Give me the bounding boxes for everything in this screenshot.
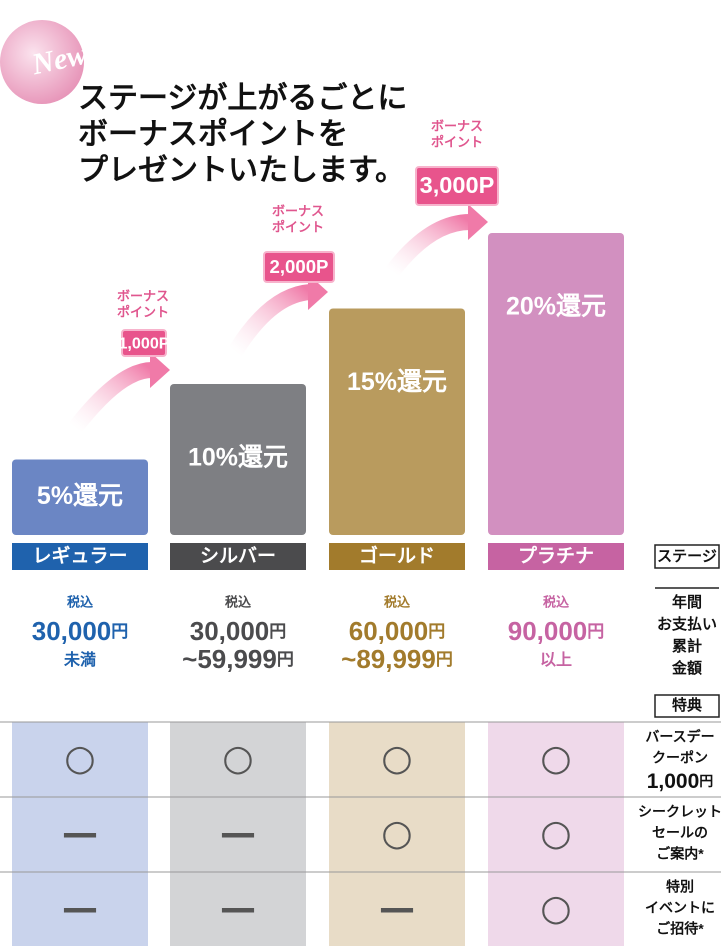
price-amount: 30,000 — [190, 616, 270, 646]
row-label: お支払い — [657, 615, 717, 633]
label-box — [654, 694, 720, 718]
tax-label: 税込 — [225, 594, 252, 609]
table-column — [12, 722, 148, 946]
price-range-amount: ~89,999 — [341, 644, 436, 674]
price-range-amount: ~59,999 — [182, 644, 277, 674]
price-amount: 60,000 — [349, 616, 429, 646]
stage-pill — [12, 543, 148, 570]
price-unit: 円 — [269, 622, 286, 641]
price-note: 未満 — [63, 650, 96, 669]
benefit-cell: ○ — [64, 738, 95, 779]
bar — [170, 384, 306, 535]
benefit-cell: ○ — [381, 738, 412, 779]
benefit-cell: — — [220, 888, 256, 929]
bonus-label: ポイント — [431, 134, 483, 149]
bar-label: 10%還元 — [188, 443, 288, 472]
table-column — [170, 722, 306, 946]
benefit-cell: — — [220, 813, 256, 854]
bonus-points: 2,000P — [270, 256, 329, 277]
title-line: ステージが上がるごとに — [78, 81, 407, 115]
benefit-label: セールの — [652, 825, 708, 841]
benefit-label: バースデー — [645, 729, 714, 745]
benefit-cell: — — [62, 888, 98, 929]
price-unit: 円 — [587, 622, 604, 641]
benefit-cell: ○ — [540, 813, 571, 854]
price-amount: 30,000 — [32, 616, 112, 646]
bonus-box — [263, 251, 335, 283]
tax-label: 税込 — [384, 594, 411, 609]
benefit-amount-value: 1,000 — [647, 770, 700, 793]
bonus-label: ボーナス — [431, 118, 483, 133]
row-label: 金額 — [671, 659, 702, 677]
benefit-label: シークレット — [638, 804, 721, 820]
price-note: 以上 — [540, 651, 572, 669]
title-line: プレゼントいたします。 — [78, 154, 405, 187]
price: 60,000円 — [349, 616, 446, 646]
tax-label: 税込 — [67, 594, 94, 609]
price: 30,000円 — [32, 616, 129, 646]
benefit-cell: ○ — [540, 888, 571, 929]
bonus-points: 1,000P — [118, 334, 169, 352]
label-box — [654, 544, 720, 569]
benefit-label: クーポン — [652, 750, 708, 766]
stage-name: レギュラー — [32, 545, 127, 567]
bonus-label: ボーナス — [117, 288, 169, 303]
row-label: 累計 — [672, 637, 702, 655]
bar-label: 5%還元 — [37, 481, 123, 510]
bar — [329, 308, 465, 535]
benefit-cell: ○ — [540, 738, 571, 779]
bonus-label: ポイント — [272, 219, 324, 234]
price: 30,000円 — [190, 616, 287, 646]
arrow-head — [150, 352, 170, 388]
benefit-label: 特別 — [666, 879, 694, 895]
row-label: 特典 — [672, 696, 702, 714]
tax-label: 税込 — [543, 594, 570, 609]
arrow — [228, 284, 312, 357]
stage-name: ゴールド — [359, 544, 435, 567]
bonus-label: ポイント — [117, 304, 169, 319]
row-label: 年間 — [672, 593, 702, 611]
benefit-label: イベントに — [645, 900, 715, 916]
bar — [488, 233, 624, 535]
stage-pill — [488, 543, 624, 570]
stage-pill — [170, 543, 306, 570]
stage-name: シルバー — [200, 545, 276, 567]
price-unit: 円 — [428, 622, 445, 641]
arrow — [68, 362, 153, 433]
row-label: ステージ — [657, 548, 717, 565]
benefit-amount-unit: 円 — [699, 773, 713, 789]
price-range: ~89,999円 — [341, 644, 453, 674]
table-column — [488, 722, 624, 946]
bonus-box — [121, 329, 167, 357]
stage-pill — [329, 543, 465, 570]
bar — [12, 459, 148, 535]
table-column — [329, 722, 465, 946]
bonus-box — [415, 166, 499, 206]
price-range-unit: 円 — [436, 650, 453, 669]
title-line: ボーナスポイントを — [78, 118, 348, 151]
bar-label: 20%還元 — [506, 292, 606, 321]
bar-label: 15%還元 — [347, 367, 447, 396]
price-amount: 90,000 — [508, 616, 588, 646]
price: 90,000円 — [508, 616, 605, 646]
benefit-cell: ○ — [381, 813, 412, 854]
bonus-label: ボーナス — [272, 203, 324, 218]
arrow-head — [468, 204, 488, 240]
benefit-label: ご招待* — [656, 921, 704, 937]
price-unit: 円 — [111, 622, 128, 641]
price-range-unit: 円 — [277, 650, 294, 669]
bonus-points: 3,000P — [420, 172, 495, 198]
logo-badge — [0, 20, 84, 104]
benefit-cell: — — [379, 888, 415, 929]
arrow — [385, 214, 471, 277]
price-range: ~59,999円 — [182, 644, 294, 674]
stage-name: プラチナ — [518, 544, 594, 567]
benefit-label: ご案内* — [656, 846, 704, 862]
benefit-cell: — — [62, 813, 98, 854]
benefit-amount: 1,000円 — [647, 770, 714, 793]
benefit-cell: ○ — [222, 738, 253, 779]
